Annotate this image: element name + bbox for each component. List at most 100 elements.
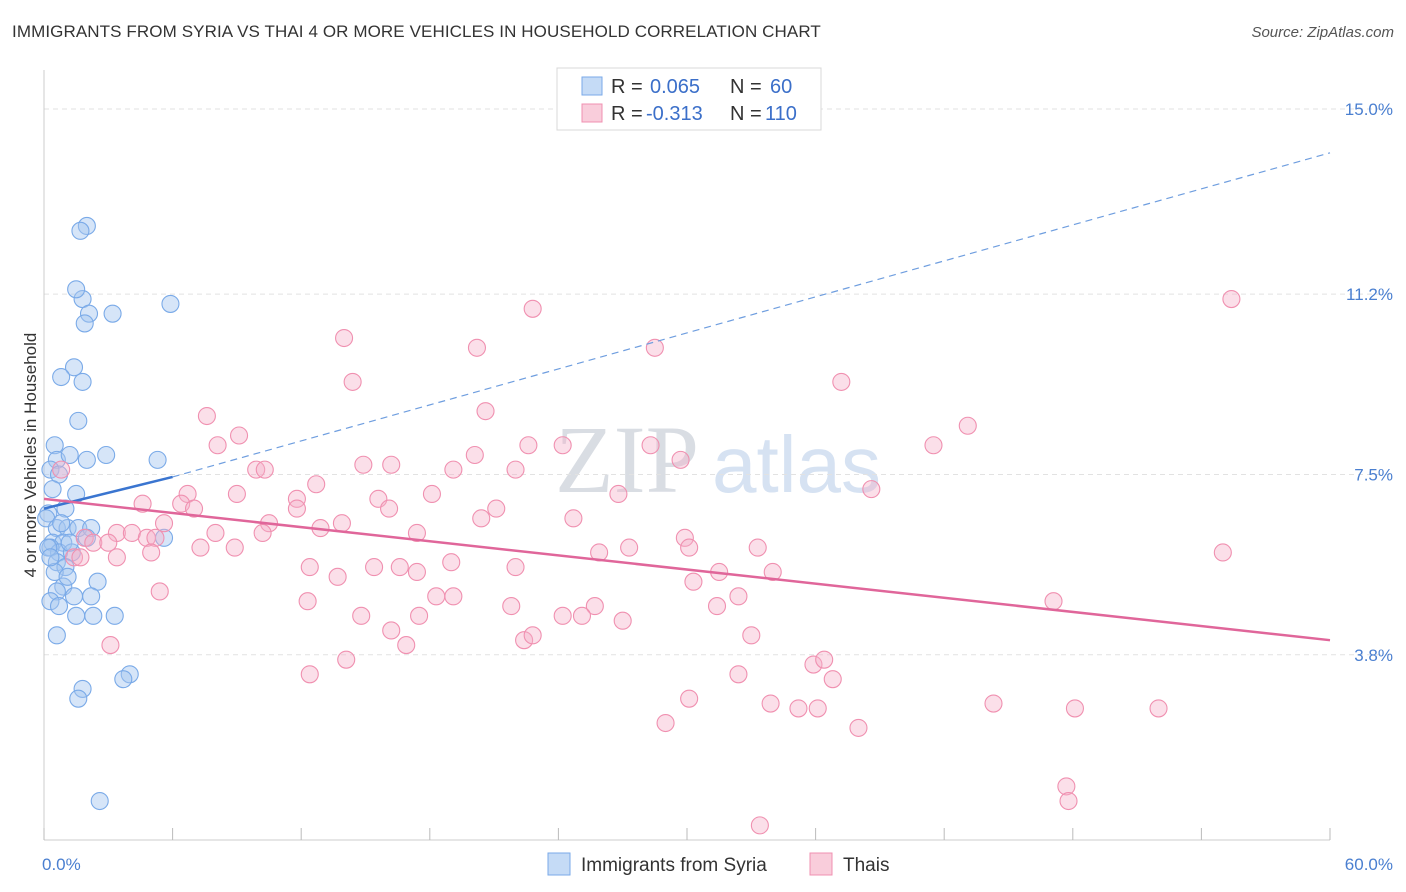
thais-point-104 bbox=[761, 694, 780, 713]
thais-point-73 bbox=[763, 562, 782, 582]
syria-point-42 bbox=[67, 606, 86, 625]
thais-point-4 bbox=[645, 338, 664, 357]
thais-point-54 bbox=[84, 533, 103, 552]
thais-point-61 bbox=[680, 538, 699, 557]
syria-point-49 bbox=[69, 689, 88, 708]
syria-point-45 bbox=[47, 626, 66, 645]
thais-point-30 bbox=[609, 484, 628, 504]
syria-point-17 bbox=[148, 450, 167, 469]
syria-point-59 bbox=[41, 548, 60, 567]
thais-point-76 bbox=[150, 582, 169, 601]
syria-point-47 bbox=[114, 670, 133, 689]
syria-point-9 bbox=[52, 367, 71, 387]
thais-point-71 bbox=[506, 558, 525, 577]
thais-point-96 bbox=[742, 626, 761, 645]
thais-point-55 bbox=[99, 533, 118, 552]
syria-point-51 bbox=[43, 480, 62, 499]
thais-point-2 bbox=[335, 328, 354, 348]
thais-point-31 bbox=[287, 489, 306, 508]
legend-n-value-thais: 110 bbox=[765, 103, 797, 125]
thais-point-9 bbox=[958, 416, 977, 435]
thais-point-108 bbox=[1065, 699, 1084, 718]
legend: R = 0.065 N = 60 R = -0.313 N = 110 bbox=[556, 67, 822, 131]
thais-point-89 bbox=[572, 606, 592, 625]
thais-point-12 bbox=[519, 436, 538, 455]
thais-point-5 bbox=[343, 372, 362, 391]
syria-point-41 bbox=[49, 597, 69, 616]
thais-point-111 bbox=[656, 713, 675, 733]
legend-n-value-syria: 60 bbox=[770, 76, 792, 98]
syria-trend-solid bbox=[43, 475, 173, 510]
syria-point-14 bbox=[60, 445, 79, 465]
bottom-legend-swatch-thais bbox=[809, 852, 833, 876]
y-tick-label-3: 15.0% bbox=[1345, 100, 1393, 119]
thais-point-81 bbox=[502, 597, 521, 616]
watermark-atlas: atlas bbox=[712, 420, 881, 509]
thais-point-56 bbox=[191, 538, 210, 557]
thais-point-29 bbox=[422, 484, 441, 504]
syria-point-6 bbox=[161, 294, 180, 313]
syria-point-37 bbox=[47, 582, 66, 601]
thais-point-62 bbox=[748, 538, 767, 557]
thais-point-10 bbox=[229, 426, 249, 445]
trend-lines bbox=[43, 152, 1331, 642]
thais-point-23 bbox=[444, 460, 463, 479]
thais-trend bbox=[43, 497, 1331, 642]
thais-point-19 bbox=[382, 455, 401, 474]
thais-point-14 bbox=[641, 436, 660, 455]
thais-point-45 bbox=[206, 523, 225, 543]
thais-point-46 bbox=[253, 523, 272, 543]
legend-swatch-thais bbox=[581, 103, 603, 123]
thais-point-100 bbox=[804, 655, 823, 674]
thais-point-75 bbox=[684, 572, 703, 591]
thais-point-79 bbox=[427, 587, 446, 606]
thais-point-43 bbox=[332, 514, 351, 533]
thais-point-110 bbox=[849, 718, 868, 737]
syria-point-48 bbox=[73, 679, 92, 698]
legend-r-label-syria: R = bbox=[611, 76, 643, 98]
thais-point-60 bbox=[620, 538, 639, 557]
syria-point-43 bbox=[84, 606, 103, 625]
syria-point-7 bbox=[103, 304, 122, 323]
syria-point-26 bbox=[82, 519, 101, 538]
thais-point-105 bbox=[789, 699, 808, 718]
source-label: Source: ZipAtlas.com bbox=[1251, 24, 1394, 41]
thais-point-113 bbox=[1059, 791, 1078, 811]
thais-point-41 bbox=[154, 514, 174, 533]
y-tick-label-1: 7.5% bbox=[1354, 465, 1393, 484]
thais-point-18 bbox=[354, 455, 373, 474]
syria-point-8 bbox=[64, 358, 84, 377]
thais-point-17 bbox=[671, 450, 690, 469]
thais-point-70 bbox=[407, 562, 426, 582]
tick-labels: 3.8% 7.5% 11.2% 15.0% 0.0% 60.0% bbox=[42, 100, 1393, 874]
legend-n-label-syria: N = bbox=[730, 76, 762, 98]
thais-point-1 bbox=[1222, 290, 1241, 309]
thais-point-8 bbox=[197, 406, 216, 426]
thais-point-103 bbox=[680, 689, 699, 708]
legend-r-value-thais: -0.313 bbox=[646, 103, 703, 125]
thais-point-6 bbox=[832, 372, 851, 391]
thais-point-82 bbox=[585, 597, 604, 616]
thais-point-67 bbox=[300, 558, 319, 577]
syria-point-3 bbox=[67, 280, 86, 299]
syria-point-5 bbox=[75, 314, 94, 333]
thais-point-11 bbox=[208, 436, 227, 455]
thais-point-86 bbox=[352, 606, 371, 625]
syria-point-38 bbox=[64, 587, 84, 606]
syria-point-12 bbox=[45, 436, 64, 455]
bottom-legend-label-syria: Immigrants from Syria bbox=[581, 855, 767, 876]
thais-point-93 bbox=[397, 636, 416, 655]
syria-point-50 bbox=[90, 791, 109, 811]
thais-point-83 bbox=[707, 597, 727, 616]
y-tick-label-0: 3.8% bbox=[1354, 646, 1393, 665]
x-tick-label-max: 60.0% bbox=[1345, 855, 1393, 874]
thais-point-26 bbox=[862, 480, 881, 499]
bottom-legend: Immigrants from Syria Thais bbox=[547, 852, 889, 876]
thais-point-98 bbox=[300, 665, 319, 684]
chart-title: IMMIGRANTS FROM SYRIA VS THAI 4 OR MORE … bbox=[12, 22, 821, 41]
thais-point-68 bbox=[365, 558, 384, 577]
thais-point-66 bbox=[442, 553, 461, 572]
y-axis-title: 4 or more Vehicles in Household bbox=[21, 333, 40, 578]
thais-point-57 bbox=[225, 538, 244, 557]
thais-point-48 bbox=[122, 523, 141, 543]
